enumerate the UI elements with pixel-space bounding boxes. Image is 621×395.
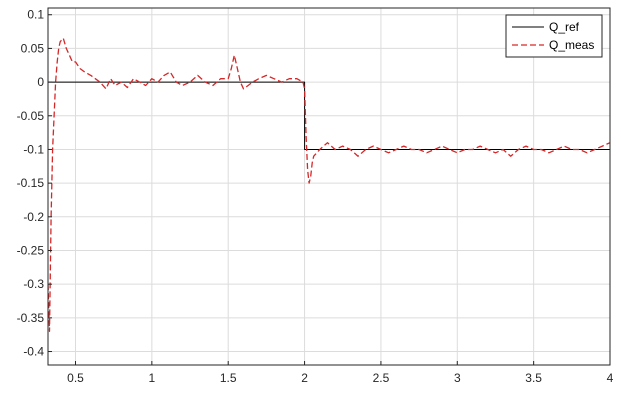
x-tick-label: 2 [301, 371, 308, 385]
x-tick-label: 1.5 [220, 371, 237, 385]
y-tick-label: 0.05 [21, 41, 45, 55]
y-tick-label: -0.05 [17, 109, 45, 123]
x-tick-label: 1 [149, 371, 156, 385]
y-tick-label: -0.35 [17, 311, 45, 325]
y-tick-label: 0.1 [27, 8, 44, 22]
y-tick-label: -0.15 [17, 176, 45, 190]
y-tick-label: -0.1 [23, 142, 44, 156]
y-tick-label: 0 [37, 75, 44, 89]
plot-background [48, 8, 610, 365]
y-tick-label: -0.4 [23, 345, 44, 359]
legend: Q_ref Q_meas [505, 14, 603, 58]
x-tick-label: 4 [607, 371, 614, 385]
tick-labels: 0.5 1 1.5 2 2.5 3 3.5 4 0.1 0.05 0 -0.05 -0.1 -0.15 -0… [17, 8, 614, 385]
grid [48, 8, 611, 365]
x-tick-label: 3.5 [525, 371, 542, 385]
y-tick-label: -0.2 [23, 210, 44, 224]
plot-frame [47, 7, 611, 366]
y-tick-label: -0.3 [23, 277, 44, 291]
x-tick-label: 0.5 [67, 371, 84, 385]
x-tick-label: 3 [454, 371, 461, 385]
x-tick-label: 2.5 [373, 371, 390, 385]
legend-box [505, 14, 603, 58]
legend-label: Q_ref [549, 20, 580, 34]
plot-series [48, 37, 610, 332]
legend-label: Q_meas [549, 38, 594, 52]
y-tick-label: -0.25 [17, 243, 45, 257]
